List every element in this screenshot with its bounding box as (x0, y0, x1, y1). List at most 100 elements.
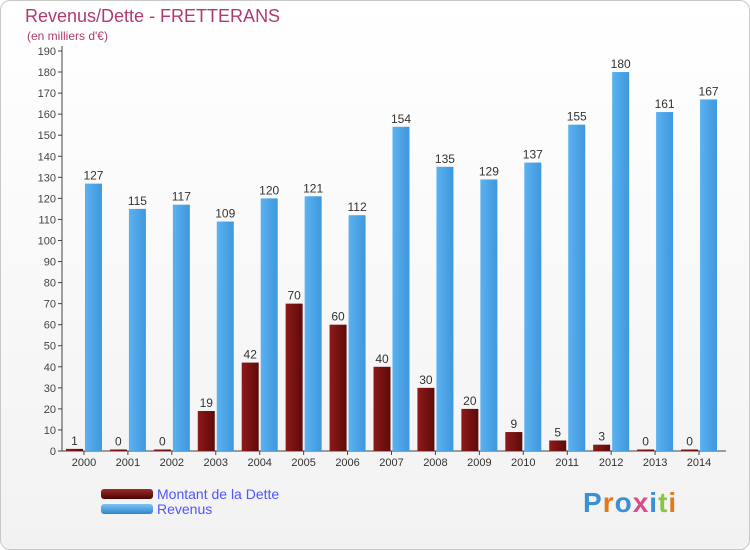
x-tick-label: 2004 (247, 457, 271, 469)
data-label-debt: 0 (115, 435, 122, 449)
data-label-revenue: 120 (259, 183, 279, 197)
bar-debt (197, 411, 215, 451)
bar-debt (681, 449, 699, 451)
data-label-debt: 40 (375, 352, 389, 366)
y-tick-label: 90 (44, 257, 56, 269)
y-tick-label: 180 (38, 67, 56, 79)
x-tick-label: 2012 (599, 457, 623, 469)
x-tick-label: 2014 (687, 457, 711, 469)
y-tick-label: 0 (50, 446, 56, 458)
logo-letter: x (632, 487, 650, 518)
y-tick-label: 150 (38, 130, 56, 142)
y-tick-label: 20 (44, 404, 56, 416)
data-label-revenue: 180 (611, 57, 631, 71)
y-tick-label: 190 (38, 46, 56, 58)
y-tick-label: 10 (44, 425, 56, 437)
bar-revenue (436, 166, 454, 451)
bar-debt (329, 324, 347, 451)
bar-revenue (392, 126, 410, 451)
y-tick-label: 70 (44, 299, 56, 311)
x-tick-label: 2013 (643, 457, 667, 469)
data-label-revenue: 115 (128, 194, 147, 208)
x-tick-label: 2009 (467, 457, 491, 469)
x-tick-label: 2006 (335, 457, 359, 469)
bar-debt (593, 444, 611, 451)
bar-revenue (172, 204, 190, 451)
data-label-debt: 42 (244, 348, 258, 362)
bar-debt (549, 440, 567, 451)
data-label-revenue: 167 (699, 84, 719, 98)
data-label-revenue: 129 (479, 164, 499, 178)
bar-revenue (128, 208, 146, 451)
data-label-revenue: 117 (172, 190, 191, 204)
bar-revenue (260, 198, 278, 451)
bar-debt (373, 366, 391, 451)
data-label-revenue: 109 (215, 207, 235, 221)
data-label-debt: 19 (200, 396, 214, 410)
y-tick-label: 40 (44, 362, 56, 374)
data-label-revenue: 121 (303, 181, 323, 195)
x-tick-label: 2003 (204, 457, 228, 469)
data-label-debt: 30 (419, 373, 433, 387)
y-tick-label: 140 (38, 151, 56, 163)
y-tick-label: 110 (38, 214, 56, 226)
bar-revenue (216, 221, 234, 451)
bar-revenue (84, 183, 102, 451)
x-tick-label: 2010 (511, 457, 535, 469)
data-label-debt: 20 (463, 394, 477, 408)
data-label-revenue: 127 (83, 169, 103, 183)
x-tick-label: 2001 (116, 457, 140, 469)
y-tick-label: 80 (44, 278, 56, 290)
bar-debt (241, 362, 259, 451)
proxiti-logo: Proxiti (583, 487, 677, 519)
bar-revenue (568, 124, 586, 452)
y-tick-label: 30 (44, 383, 56, 395)
bar-debt (285, 303, 303, 451)
data-label-debt: 0 (159, 435, 166, 449)
bar-revenue (656, 112, 674, 451)
logo-letter: P (583, 487, 603, 518)
data-label-revenue: 154 (391, 112, 411, 126)
legend-label-revenue: Revenus (157, 501, 213, 517)
data-label-debt: 1 (71, 434, 78, 448)
bar-debt (505, 432, 523, 451)
logo-letter: i (649, 487, 659, 518)
legend-label-debt: Montant de la Dette (157, 486, 280, 502)
data-label-revenue: 112 (347, 200, 366, 214)
bar-revenue (348, 215, 366, 451)
x-tick-label: 2000 (72, 457, 96, 469)
chart-subtitle: (en milliers d'€) (27, 29, 108, 43)
data-label-debt: 5 (554, 425, 561, 439)
y-tick-label: 120 (38, 193, 56, 205)
bar-debt (65, 448, 83, 451)
y-tick-label: 160 (38, 109, 56, 121)
chart-title: Revenus/Dette - FRETTERANS (25, 6, 281, 26)
data-label-revenue: 155 (567, 110, 587, 124)
bar-debt (153, 449, 171, 451)
data-label-revenue: 137 (523, 148, 543, 162)
data-label-debt: 0 (686, 435, 693, 449)
data-label-revenue: 161 (655, 97, 675, 111)
data-label-debt: 3 (598, 430, 605, 444)
x-tick-label: 2005 (291, 457, 315, 469)
bar-revenue (304, 196, 322, 451)
legend-swatch-debt (101, 489, 153, 499)
logo-letter: o (614, 487, 633, 518)
data-label-debt: 9 (510, 417, 517, 431)
bar-revenue (480, 179, 498, 451)
x-tick-label: 2008 (423, 457, 447, 469)
logo-letter: r (602, 487, 615, 518)
data-label-revenue: 135 (435, 152, 455, 166)
y-tick-label: 130 (38, 172, 56, 184)
bar-debt (637, 449, 655, 451)
y-tick-label: 60 (44, 320, 56, 332)
bar-debt (461, 408, 479, 451)
y-tick-label: 100 (38, 235, 56, 247)
bar-revenue (524, 162, 542, 451)
bar-debt (417, 387, 435, 451)
data-label-debt: 60 (331, 310, 345, 324)
bar-debt (109, 449, 127, 451)
bar-revenue (700, 99, 718, 451)
